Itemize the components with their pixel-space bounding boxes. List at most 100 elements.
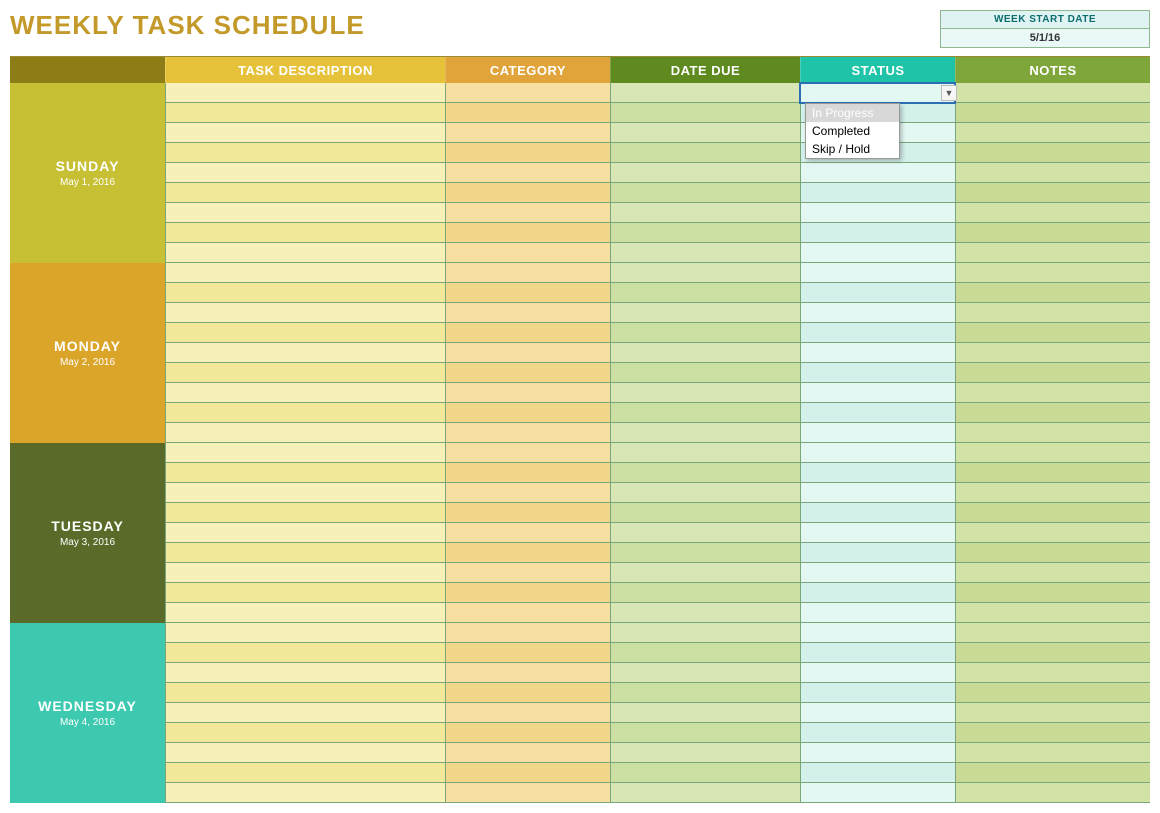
cell[interactable]: [610, 123, 800, 143]
cell[interactable]: [955, 343, 1150, 363]
cell[interactable]: [800, 303, 955, 323]
cell[interactable]: [445, 603, 610, 623]
cell[interactable]: [445, 523, 610, 543]
cell[interactable]: [165, 283, 445, 303]
cell[interactable]: [165, 363, 445, 383]
cell[interactable]: [955, 203, 1150, 223]
cell[interactable]: [165, 423, 445, 443]
cell[interactable]: [445, 403, 610, 423]
cell[interactable]: [610, 263, 800, 283]
cell[interactable]: [955, 563, 1150, 583]
cell[interactable]: [610, 703, 800, 723]
cell[interactable]: [610, 743, 800, 763]
cell[interactable]: [445, 663, 610, 683]
cell[interactable]: [610, 143, 800, 163]
cell[interactable]: [800, 423, 955, 443]
cell[interactable]: [610, 583, 800, 603]
cell[interactable]: [445, 783, 610, 803]
cell[interactable]: [610, 323, 800, 343]
cell[interactable]: [955, 523, 1150, 543]
cell[interactable]: [165, 383, 445, 403]
cell[interactable]: [165, 403, 445, 423]
cell[interactable]: [610, 683, 800, 703]
cell[interactable]: [445, 123, 610, 143]
cell[interactable]: [955, 403, 1150, 423]
cell[interactable]: [800, 783, 955, 803]
cell[interactable]: [445, 763, 610, 783]
cell[interactable]: [955, 223, 1150, 243]
cell[interactable]: [610, 343, 800, 363]
cell[interactable]: [165, 243, 445, 263]
cell[interactable]: [800, 323, 955, 343]
cell[interactable]: [165, 563, 445, 583]
cell[interactable]: [955, 743, 1150, 763]
cell[interactable]: [610, 723, 800, 743]
cell[interactable]: [610, 163, 800, 183]
cell[interactable]: [800, 343, 955, 363]
cell[interactable]: [800, 463, 955, 483]
cell[interactable]: [165, 703, 445, 723]
cell[interactable]: [610, 403, 800, 423]
cell[interactable]: [800, 443, 955, 463]
cell[interactable]: [955, 143, 1150, 163]
cell[interactable]: [610, 643, 800, 663]
cell[interactable]: ▼In ProgressCompletedSkip / Hold: [800, 83, 955, 103]
cell[interactable]: [165, 743, 445, 763]
cell[interactable]: [445, 583, 610, 603]
cell[interactable]: [445, 543, 610, 563]
cell[interactable]: [955, 423, 1150, 443]
cell[interactable]: [445, 723, 610, 743]
cell[interactable]: [610, 383, 800, 403]
cell[interactable]: [165, 463, 445, 483]
cell[interactable]: [955, 603, 1150, 623]
cell[interactable]: [165, 163, 445, 183]
cell[interactable]: [955, 703, 1150, 723]
week-start-value[interactable]: 5/1/16: [941, 29, 1149, 47]
cell[interactable]: [955, 643, 1150, 663]
cell[interactable]: [610, 183, 800, 203]
cell[interactable]: [610, 83, 800, 103]
cell[interactable]: [800, 583, 955, 603]
cell[interactable]: [445, 743, 610, 763]
cell[interactable]: [165, 263, 445, 283]
cell[interactable]: [165, 123, 445, 143]
cell[interactable]: [165, 83, 445, 103]
cell[interactable]: [165, 503, 445, 523]
cell[interactable]: [955, 123, 1150, 143]
cell[interactable]: [610, 663, 800, 683]
cell[interactable]: [165, 543, 445, 563]
cell[interactable]: [165, 783, 445, 803]
cell[interactable]: [800, 743, 955, 763]
cell[interactable]: [445, 503, 610, 523]
cell[interactable]: [955, 443, 1150, 463]
cell[interactable]: [955, 723, 1150, 743]
cell[interactable]: [165, 143, 445, 163]
cell[interactable]: [955, 183, 1150, 203]
cell[interactable]: [955, 303, 1150, 323]
cell[interactable]: [955, 83, 1150, 103]
cell[interactable]: [800, 543, 955, 563]
cell[interactable]: [165, 183, 445, 203]
cell[interactable]: [610, 363, 800, 383]
cell[interactable]: [955, 263, 1150, 283]
cell[interactable]: [610, 303, 800, 323]
cell[interactable]: [165, 643, 445, 663]
cell[interactable]: [445, 443, 610, 463]
dropdown-arrow-icon[interactable]: ▼: [941, 85, 957, 101]
cell[interactable]: [955, 543, 1150, 563]
cell[interactable]: [955, 163, 1150, 183]
cell[interactable]: [800, 603, 955, 623]
cell[interactable]: [445, 203, 610, 223]
cell[interactable]: [610, 503, 800, 523]
cell[interactable]: [445, 703, 610, 723]
cell[interactable]: [165, 623, 445, 643]
cell[interactable]: [610, 223, 800, 243]
cell[interactable]: [610, 523, 800, 543]
cell[interactable]: [445, 303, 610, 323]
cell[interactable]: [800, 763, 955, 783]
cell[interactable]: [610, 443, 800, 463]
cell[interactable]: [800, 203, 955, 223]
cell[interactable]: [955, 503, 1150, 523]
cell[interactable]: [445, 183, 610, 203]
cell[interactable]: [800, 163, 955, 183]
